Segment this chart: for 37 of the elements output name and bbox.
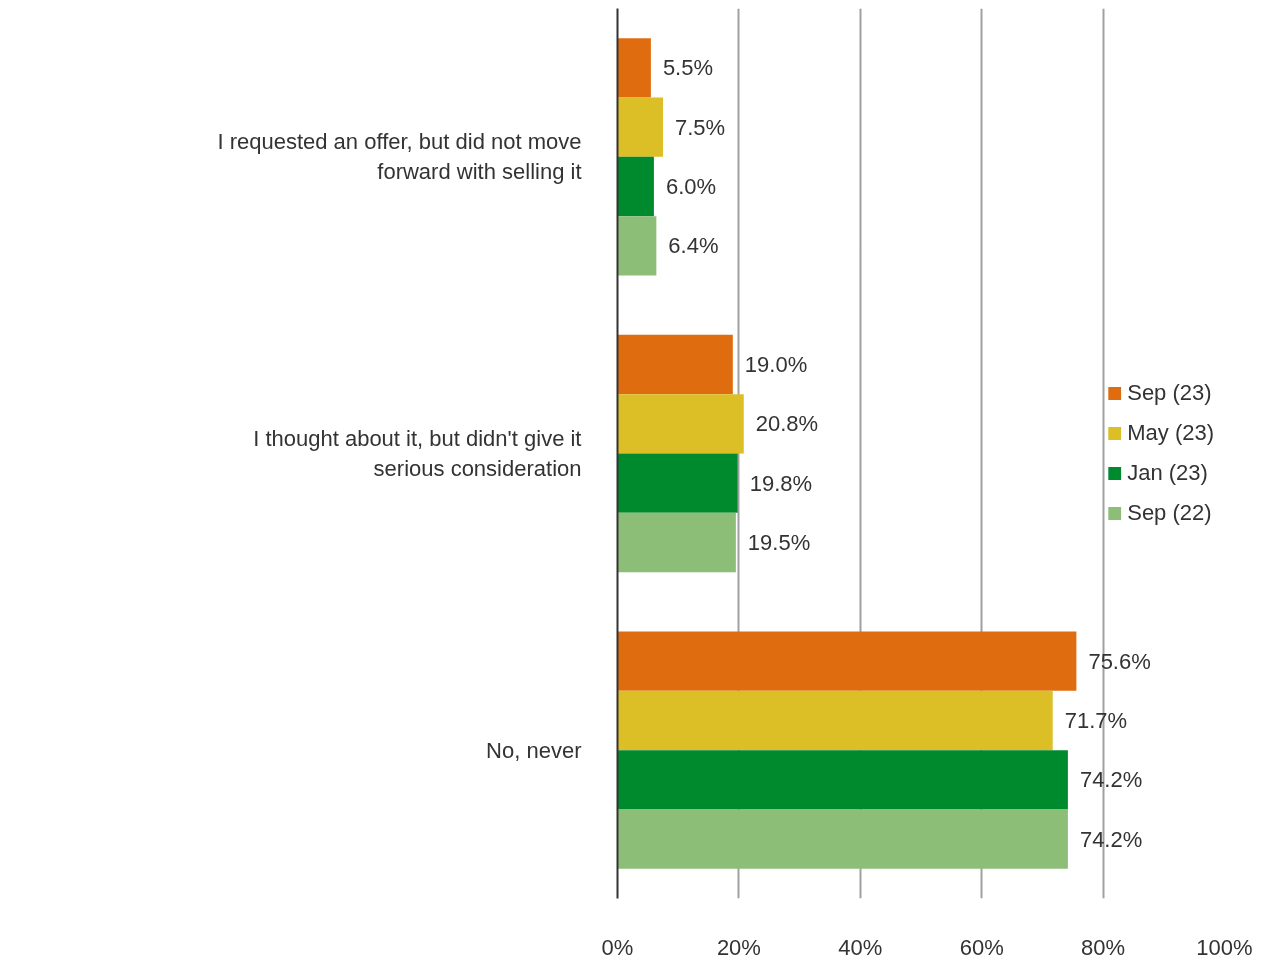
x-tick-label: 0%	[601, 934, 634, 959]
data-label: 74.2%	[1079, 826, 1143, 852]
bar	[617, 453, 738, 513]
bar	[617, 38, 651, 98]
x-tick-label: 80%	[1081, 934, 1126, 959]
x-tick-label: 100%	[1196, 934, 1253, 959]
bar	[617, 512, 736, 573]
legend-label: May (23)	[1127, 420, 1214, 446]
data-label: 71.7%	[1064, 708, 1128, 733]
data-label: 19.0%	[744, 352, 808, 377]
y-tick-label: I requested an offer, but did not move forward with selling it	[217, 129, 582, 185]
legend-label: Jan (23)	[1127, 460, 1208, 486]
data-label: 5.5%	[662, 55, 714, 81]
data-label: 7.5%	[675, 114, 726, 140]
bar	[617, 631, 1077, 691]
y-tick-label: No, never	[486, 737, 582, 763]
data-label: 6.4%	[668, 233, 719, 259]
x-tick-label: 40%	[838, 934, 883, 959]
bar	[617, 750, 1068, 810]
bar	[617, 334, 733, 395]
bar	[617, 97, 664, 157]
data-label: 6.0%	[665, 174, 717, 199]
data-label: 19.5%	[747, 530, 811, 555]
x-tick-label: 20%	[716, 934, 761, 959]
bar	[617, 690, 1053, 751]
y-tick-label: I thought about it, but didn't give it serious consideration	[253, 426, 582, 481]
legend-label: Sep (23)	[1127, 380, 1212, 406]
bar	[617, 809, 1068, 869]
bar	[617, 394, 744, 454]
x-tick-label: 60%	[959, 934, 1004, 959]
data-label: 20.8%	[755, 411, 819, 437]
bar	[617, 216, 657, 276]
data-label: 75.6%	[1088, 648, 1151, 674]
bar	[617, 156, 654, 217]
data-label: 19.8%	[749, 470, 813, 496]
data-label: 74.2%	[1079, 767, 1143, 793]
legend-label: Sep (22)	[1127, 500, 1212, 526]
